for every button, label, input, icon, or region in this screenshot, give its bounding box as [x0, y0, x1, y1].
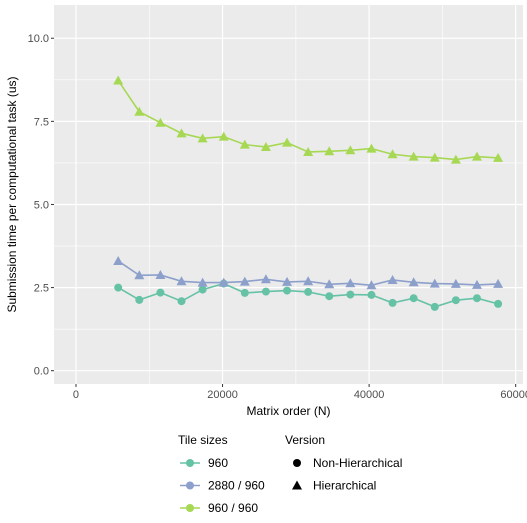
x-tick-label: 40000 — [354, 389, 385, 401]
legend-key-marker — [186, 504, 194, 512]
plot-panel — [54, 5, 523, 384]
legend-item: 960 / 960 — [180, 501, 258, 515]
legend-title-version: Version — [285, 433, 325, 447]
y-tick-label: 10.0 — [28, 33, 49, 45]
data-point — [389, 299, 397, 307]
legend-label: 960 / 960 — [208, 501, 258, 515]
data-point — [262, 288, 270, 296]
legend-label: Hierarchical — [313, 479, 376, 493]
legend-item: 2880 / 960 — [180, 479, 265, 493]
legend: Tile sizes Version 960 2880 / 960 960 / 96… — [178, 433, 402, 515]
y-axis-title: Submission time per computational task (… — [5, 76, 19, 312]
data-point — [241, 289, 249, 297]
legend-key-marker — [186, 459, 194, 467]
legend-key-marker — [186, 482, 194, 490]
legend-color-keys: 960 2880 / 960 960 / 960 — [180, 456, 265, 515]
x-axis-title: Matrix order (N) — [246, 404, 330, 418]
data-point — [114, 284, 122, 292]
legend-shape-keys: Non-Hierarchical Hierarchical — [292, 456, 402, 493]
data-point — [494, 300, 502, 308]
x-tick-label: 0 — [73, 389, 79, 401]
legend-key-marker — [293, 459, 301, 467]
y-tick-label: 5.0 — [34, 199, 49, 211]
data-point — [431, 303, 439, 311]
x-tick-label: 20000 — [207, 389, 238, 401]
legend-key-marker — [292, 481, 302, 490]
legend-item: Non-Hierarchical — [293, 456, 402, 470]
data-point — [325, 292, 333, 300]
data-point — [410, 294, 418, 302]
legend-title-tile-sizes: Tile sizes — [178, 433, 228, 447]
legend-label: 960 — [208, 456, 228, 470]
data-point — [178, 297, 186, 305]
legend-label: Non-Hierarchical — [313, 456, 402, 470]
legend-label: 2880 / 960 — [208, 479, 265, 493]
data-point — [346, 291, 354, 299]
legend-item: 960 — [180, 456, 228, 470]
data-point — [135, 296, 143, 304]
data-point — [199, 286, 207, 294]
data-point — [473, 294, 481, 302]
y-tick-label: 0.0 — [34, 366, 49, 378]
data-point — [452, 296, 460, 304]
data-point — [304, 288, 312, 296]
legend-item: Hierarchical — [292, 479, 376, 493]
data-point — [367, 291, 375, 299]
y-tick-label: 2.5 — [34, 283, 49, 295]
y-tick-label: 7.5 — [34, 116, 49, 128]
data-point — [156, 289, 164, 297]
data-point — [283, 287, 291, 295]
